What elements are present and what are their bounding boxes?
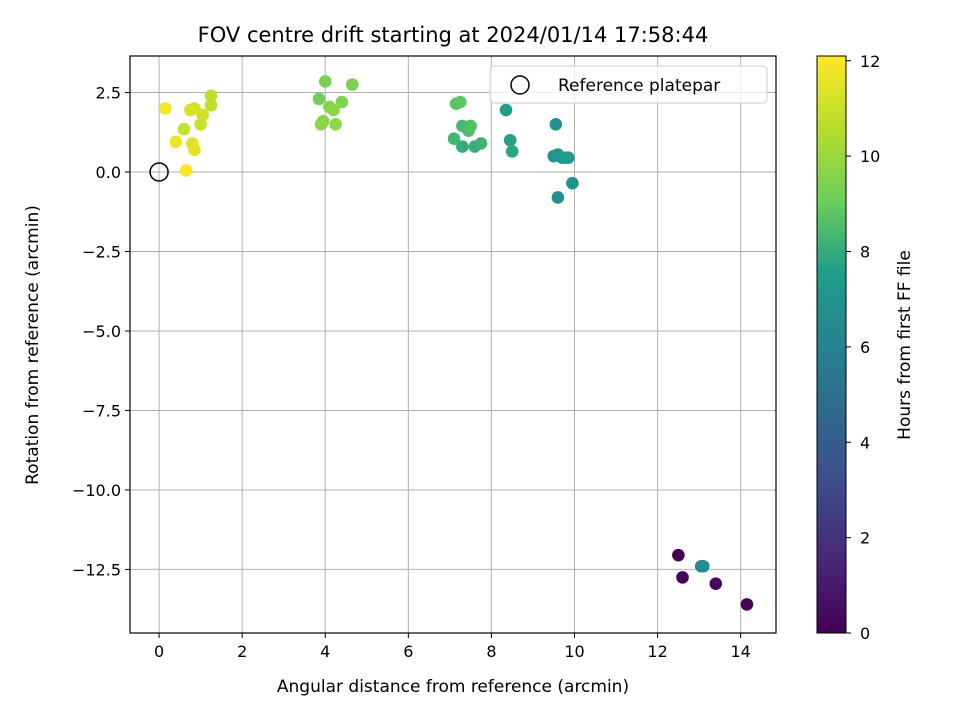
data-point — [503, 133, 517, 147]
data-point — [314, 118, 328, 131]
x-tick-label: 14 — [731, 642, 751, 661]
plot-frame — [129, 55, 777, 634]
legend: Reference platepar — [489, 65, 768, 104]
data-point — [456, 140, 469, 153]
x-tick-label: 6 — [403, 642, 413, 661]
data-point — [183, 103, 197, 117]
colorbar-tick-label: 12 — [860, 52, 880, 71]
data-point — [709, 577, 723, 591]
y-tick-label: −5.0 — [82, 322, 121, 341]
x-axis: 0 2 4 6 8 10 12 14 — [154, 633, 751, 661]
data-point — [499, 103, 513, 117]
x-tick-label: 4 — [320, 642, 330, 661]
reference-platepar-marker — [149, 162, 169, 182]
data-points — [159, 75, 754, 611]
data-point — [676, 571, 689, 584]
chart-title: FOV centre drift starting at 2024/01/14 … — [198, 23, 709, 47]
data-point — [447, 132, 461, 145]
y-tick-label: 2.5 — [96, 84, 121, 103]
data-point — [696, 559, 710, 573]
colorbar-tick-label: 10 — [860, 147, 880, 166]
data-point — [312, 92, 326, 106]
x-tick-label: 2 — [237, 642, 247, 661]
data-point — [159, 102, 172, 115]
colorbar — [816, 55, 847, 634]
y-tick-label: −12.5 — [72, 560, 121, 579]
data-point — [740, 598, 754, 611]
data-point — [566, 176, 579, 190]
colorbar-tick-label: 4 — [860, 433, 870, 452]
x-tick-label: 0 — [154, 642, 164, 661]
data-point — [559, 151, 573, 165]
data-point — [188, 143, 201, 157]
y-tick-label: −2.5 — [82, 243, 121, 262]
data-point — [177, 122, 191, 136]
data-point — [505, 145, 519, 158]
x-tick-label: 10 — [564, 642, 584, 661]
x-tick-label: 8 — [486, 642, 496, 661]
colorbar-tick-label: 2 — [860, 529, 870, 548]
y-axis: 2.5 0.0 −2.5 −5.0 −7.5 −10.0 −12.5 — [72, 84, 130, 579]
y-tick-label: −7.5 — [82, 401, 121, 420]
x-axis-label: Angular distance from reference (arcmin) — [277, 677, 629, 697]
data-point — [453, 95, 467, 109]
data-point — [464, 119, 477, 133]
colorbar-ticks: 0 2 4 6 8 10 12 — [846, 52, 880, 643]
legend-label: Reference platepar — [558, 76, 720, 96]
data-point — [194, 118, 207, 131]
data-point — [672, 548, 685, 562]
legend-box — [489, 65, 768, 104]
x-tick-label: 12 — [647, 642, 667, 661]
grid — [130, 56, 776, 633]
colorbar-tick-label: 8 — [860, 243, 870, 262]
y-axis-label: Rotation from reference (arcmin) — [23, 205, 43, 485]
y-tick-label: −10.0 — [72, 481, 121, 500]
colorbar-label: Hours from first FF file — [895, 250, 915, 440]
legend-marker — [510, 75, 530, 95]
data-point — [169, 135, 182, 149]
data-point — [318, 75, 332, 88]
data-point — [551, 191, 565, 204]
data-point — [204, 98, 218, 112]
colorbar-tick-label: 6 — [860, 338, 870, 357]
data-point — [179, 164, 193, 177]
data-point — [329, 118, 342, 131]
data-point — [335, 95, 349, 109]
y-tick-label: 0.0 — [96, 163, 121, 182]
colorbar-tick-label: 0 — [860, 624, 870, 643]
data-point — [204, 89, 218, 103]
data-point — [345, 78, 359, 91]
data-point — [474, 137, 488, 150]
data-point — [549, 118, 563, 131]
data-point — [327, 103, 340, 117]
